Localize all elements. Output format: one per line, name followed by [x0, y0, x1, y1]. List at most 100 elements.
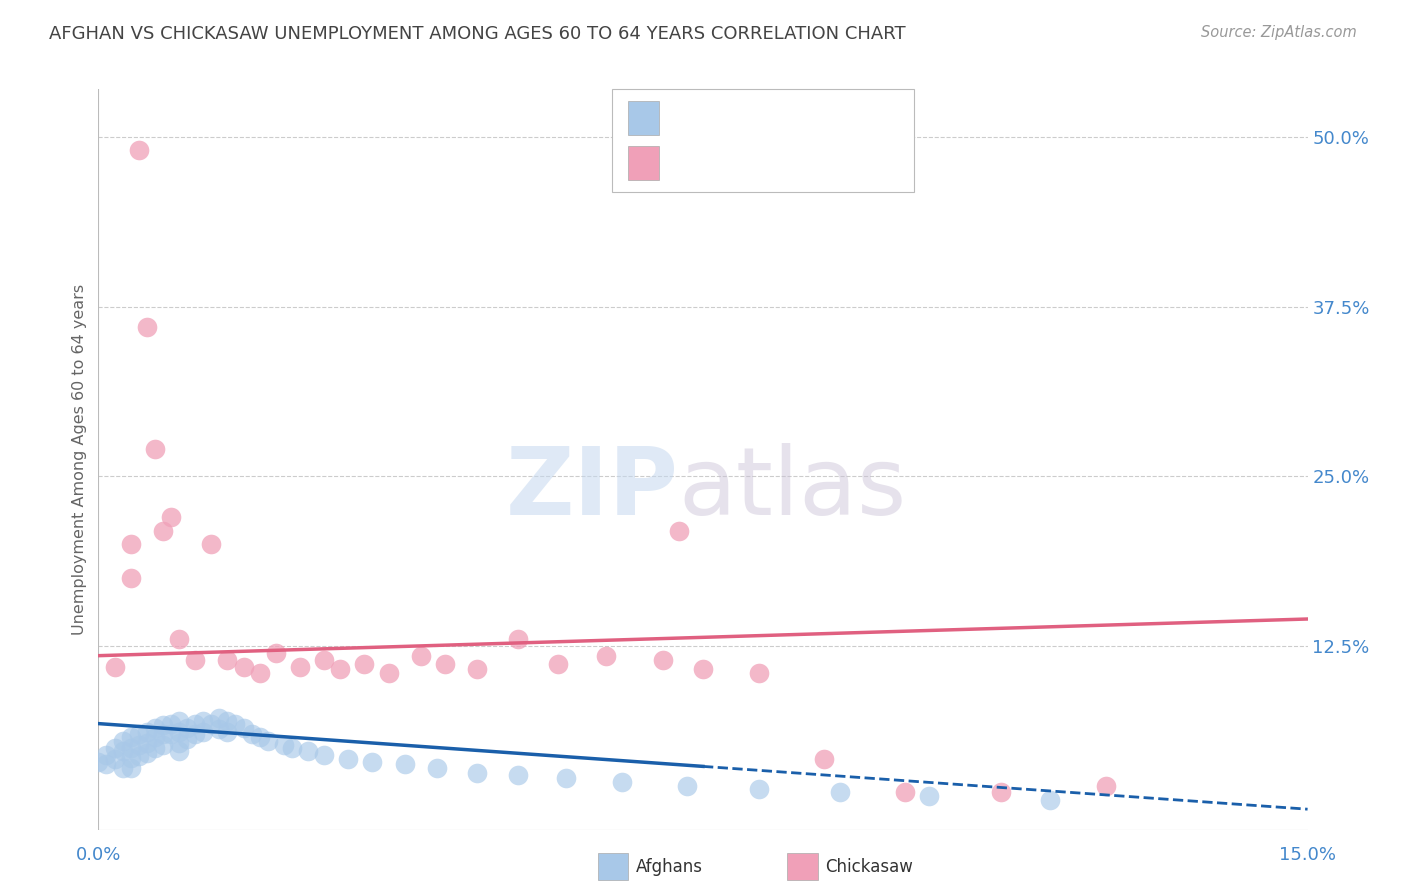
- Point: [273, 739, 295, 753]
- Point: [668, 524, 690, 538]
- Point: [264, 646, 287, 660]
- Point: [152, 727, 174, 741]
- Point: [128, 727, 150, 741]
- Point: [676, 779, 699, 793]
- Point: [353, 657, 375, 671]
- Point: [120, 730, 142, 744]
- Point: [249, 730, 271, 744]
- Point: [193, 724, 215, 739]
- Point: [612, 775, 634, 789]
- Point: [135, 724, 157, 739]
- Text: R =: R =: [668, 109, 706, 127]
- Point: [465, 662, 488, 676]
- Point: [918, 789, 941, 803]
- Point: [208, 711, 231, 725]
- Point: [288, 659, 311, 673]
- Point: [337, 752, 360, 766]
- Text: 0.061: 0.061: [707, 154, 762, 172]
- Point: [176, 721, 198, 735]
- Point: [103, 659, 125, 673]
- Point: [120, 537, 142, 551]
- Point: [160, 727, 183, 741]
- Point: [135, 747, 157, 761]
- Text: N =: N =: [794, 109, 834, 127]
- Point: [111, 744, 134, 758]
- Point: [1039, 792, 1062, 806]
- Point: [748, 781, 770, 796]
- Point: [426, 761, 449, 775]
- Point: [547, 657, 569, 671]
- Y-axis label: Unemployment Among Ages 60 to 64 years: Unemployment Among Ages 60 to 64 years: [72, 284, 87, 635]
- Text: atlas: atlas: [679, 443, 907, 535]
- Point: [361, 755, 384, 769]
- Point: [167, 744, 190, 758]
- Text: Chickasaw: Chickasaw: [825, 858, 914, 876]
- Text: Source: ZipAtlas.com: Source: ZipAtlas.com: [1201, 25, 1357, 40]
- Point: [167, 632, 190, 647]
- Point: [217, 653, 239, 667]
- Point: [167, 724, 190, 739]
- Point: [329, 662, 352, 676]
- Point: [176, 731, 198, 746]
- Text: 63: 63: [830, 109, 853, 127]
- Point: [120, 750, 142, 764]
- Point: [281, 741, 304, 756]
- Point: [143, 721, 166, 735]
- Point: [111, 734, 134, 748]
- Text: -0.260: -0.260: [707, 109, 769, 127]
- Point: [692, 662, 714, 676]
- Point: [465, 765, 488, 780]
- Point: [200, 716, 222, 731]
- Point: [595, 648, 617, 663]
- Point: [128, 144, 150, 158]
- Point: [135, 320, 157, 334]
- Point: [232, 659, 254, 673]
- Point: [555, 771, 578, 785]
- Text: Afghans: Afghans: [636, 858, 703, 876]
- Point: [160, 510, 183, 524]
- Point: [208, 722, 231, 736]
- Point: [120, 741, 142, 756]
- Point: [506, 768, 529, 782]
- Point: [256, 734, 278, 748]
- Point: [120, 761, 142, 775]
- Text: AFGHAN VS CHICKASAW UNEMPLOYMENT AMONG AGES 60 TO 64 YEARS CORRELATION CHART: AFGHAN VS CHICKASAW UNEMPLOYMENT AMONG A…: [49, 25, 905, 43]
- Point: [103, 752, 125, 766]
- Point: [297, 744, 319, 758]
- Point: [184, 716, 207, 731]
- Point: [409, 648, 432, 663]
- Point: [506, 632, 529, 647]
- Point: [893, 784, 915, 798]
- Point: [143, 442, 166, 457]
- Point: [377, 666, 399, 681]
- Point: [249, 666, 271, 681]
- Point: [143, 730, 166, 744]
- Point: [217, 724, 239, 739]
- Point: [314, 653, 336, 667]
- Point: [434, 657, 457, 671]
- Point: [152, 739, 174, 753]
- Point: [184, 727, 207, 741]
- Point: [314, 747, 336, 762]
- Text: 15.0%: 15.0%: [1279, 846, 1336, 863]
- Point: [160, 716, 183, 731]
- Text: 0.0%: 0.0%: [76, 846, 121, 863]
- Point: [184, 653, 207, 667]
- Point: [87, 755, 110, 769]
- Point: [128, 749, 150, 764]
- Point: [990, 784, 1012, 798]
- Point: [96, 757, 118, 772]
- Point: [128, 739, 150, 753]
- Text: N =: N =: [794, 154, 834, 172]
- Point: [111, 761, 134, 775]
- Point: [651, 653, 673, 667]
- Text: R =: R =: [668, 154, 711, 172]
- Point: [96, 747, 118, 762]
- Point: [135, 736, 157, 750]
- Point: [152, 524, 174, 538]
- Point: [200, 537, 222, 551]
- Point: [217, 714, 239, 728]
- Point: [1095, 779, 1118, 793]
- Point: [167, 736, 190, 750]
- Point: [152, 718, 174, 732]
